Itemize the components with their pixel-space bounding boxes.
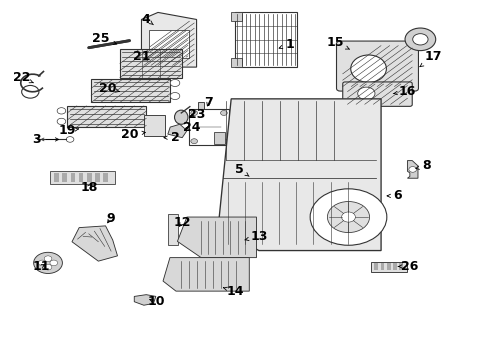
- Polygon shape: [218, 99, 380, 251]
- Circle shape: [408, 167, 416, 172]
- Polygon shape: [134, 294, 156, 305]
- Text: 5: 5: [235, 163, 248, 176]
- Text: 1: 1: [279, 38, 294, 51]
- Circle shape: [170, 80, 180, 86]
- Circle shape: [57, 108, 65, 114]
- Circle shape: [190, 111, 197, 116]
- Text: 10: 10: [147, 295, 164, 308]
- Bar: [167, 213, 178, 245]
- Bar: [392, 263, 396, 270]
- Circle shape: [57, 118, 65, 125]
- Bar: [189, 109, 228, 145]
- Bar: [148, 30, 189, 58]
- Circle shape: [44, 264, 52, 270]
- Bar: [70, 172, 75, 182]
- Text: 18: 18: [80, 181, 97, 194]
- Text: 13: 13: [244, 230, 267, 243]
- Text: 9: 9: [106, 212, 114, 225]
- Text: 11: 11: [32, 260, 49, 273]
- Circle shape: [66, 136, 74, 142]
- Bar: [79, 172, 83, 182]
- Text: 17: 17: [419, 50, 442, 67]
- Text: 20: 20: [121, 128, 145, 141]
- Circle shape: [341, 212, 355, 222]
- Bar: [50, 171, 115, 184]
- Polygon shape: [407, 161, 417, 178]
- Text: 12: 12: [173, 216, 190, 229]
- Bar: [54, 172, 59, 182]
- Bar: [231, 12, 241, 21]
- Polygon shape: [163, 258, 249, 291]
- Text: 15: 15: [326, 36, 349, 49]
- FancyBboxPatch shape: [342, 82, 411, 106]
- Text: 16: 16: [392, 85, 415, 98]
- Bar: [234, 12, 297, 67]
- Circle shape: [220, 139, 227, 144]
- Bar: [91, 80, 170, 102]
- Polygon shape: [177, 217, 256, 258]
- Text: 2: 2: [163, 131, 179, 144]
- Circle shape: [412, 34, 427, 45]
- Polygon shape: [198, 102, 212, 122]
- Bar: [386, 263, 390, 270]
- Circle shape: [39, 260, 46, 266]
- Text: 6: 6: [386, 189, 401, 202]
- Bar: [95, 172, 100, 182]
- Bar: [371, 262, 407, 272]
- Text: 20: 20: [99, 82, 119, 95]
- Circle shape: [190, 139, 197, 144]
- Bar: [103, 172, 108, 182]
- Bar: [374, 263, 377, 270]
- Bar: [62, 172, 67, 182]
- Circle shape: [220, 111, 227, 116]
- Bar: [231, 58, 241, 67]
- Bar: [87, 172, 91, 182]
- Bar: [214, 132, 224, 144]
- Circle shape: [44, 256, 52, 261]
- Text: 26: 26: [398, 260, 418, 273]
- Text: 4: 4: [142, 13, 153, 26]
- Text: 19: 19: [59, 124, 79, 137]
- Bar: [143, 115, 165, 136]
- Circle shape: [21, 85, 39, 98]
- Text: 25: 25: [92, 32, 116, 45]
- FancyBboxPatch shape: [336, 41, 418, 91]
- Bar: [399, 263, 402, 270]
- Bar: [67, 106, 146, 127]
- Text: 23: 23: [187, 108, 205, 121]
- Circle shape: [309, 189, 386, 245]
- Text: 14: 14: [223, 285, 243, 298]
- Text: 3: 3: [32, 133, 59, 146]
- Bar: [380, 263, 384, 270]
- Circle shape: [404, 28, 435, 51]
- Text: 24: 24: [183, 121, 200, 134]
- Text: 8: 8: [415, 159, 430, 172]
- Circle shape: [34, 252, 62, 274]
- Circle shape: [327, 202, 369, 233]
- Ellipse shape: [174, 110, 187, 124]
- Bar: [120, 49, 182, 78]
- Text: 22: 22: [13, 71, 33, 84]
- Polygon shape: [72, 226, 117, 261]
- Circle shape: [50, 260, 58, 266]
- Circle shape: [357, 87, 374, 100]
- Text: 21: 21: [132, 50, 150, 63]
- Polygon shape: [141, 12, 196, 67]
- Ellipse shape: [350, 55, 386, 82]
- Text: 7: 7: [204, 96, 212, 109]
- Circle shape: [170, 93, 180, 100]
- Polygon shape: [167, 124, 186, 138]
